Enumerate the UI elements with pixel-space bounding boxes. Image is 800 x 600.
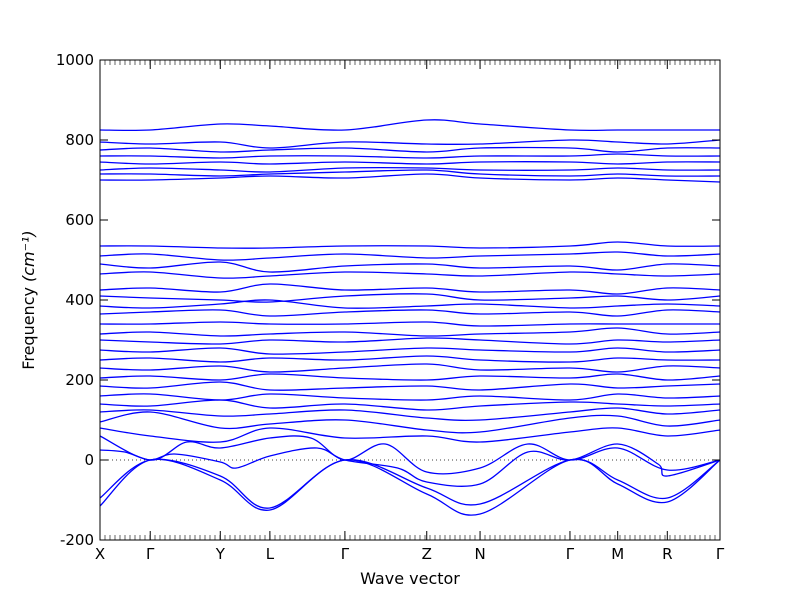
band-line-22: [99, 271, 721, 279]
series-group: [99, 119, 721, 516]
band-line-30: [99, 153, 721, 159]
band-line-8: [99, 399, 721, 411]
x-tick-label: Γ: [716, 545, 725, 563]
band-line-12: [99, 363, 721, 373]
band-line-19: [99, 299, 721, 309]
y-tick-label: 0: [84, 451, 94, 469]
minor-ticks: [99, 60, 721, 540]
band-line-21: [99, 283, 721, 295]
y-tick-label: 800: [65, 131, 94, 149]
band-line-28: [99, 166, 721, 173]
band-line-14: [99, 347, 721, 355]
x-tick-label: Γ: [146, 545, 155, 563]
band-line-33: [99, 119, 720, 132]
band-line-17: [99, 321, 720, 327]
x-tick-label: Γ: [566, 545, 575, 563]
band-line-18: [99, 309, 721, 317]
band-line-31: [99, 146, 721, 153]
band-line-25: [99, 241, 721, 249]
band-line-29: [99, 161, 721, 165]
plot-frame: [99, 59, 721, 541]
band-line-23: [99, 261, 721, 273]
band-line-32: [99, 139, 721, 149]
x-tick-label: Z: [422, 545, 432, 563]
band-line-16: [99, 327, 721, 337]
x-tick-label: Γ: [341, 545, 350, 563]
x-tick-label: X: [95, 545, 105, 563]
band-line-11: [99, 373, 721, 381]
band-line-4: [99, 435, 721, 475]
band-line-20: [99, 293, 721, 303]
band-line-2: [99, 458, 721, 509]
band-line-10: [99, 381, 721, 391]
band-line-9: [99, 393, 721, 401]
band-line-27: [99, 169, 721, 177]
band-line-15: [99, 337, 721, 345]
y-tick-label: 1000: [56, 51, 94, 69]
y-tick-label: -200: [60, 531, 94, 549]
band-line-6: [99, 411, 721, 434]
band-line-26: [99, 173, 721, 183]
y-tick-label: 400: [65, 291, 94, 309]
band-line-1: [99, 458, 721, 516]
y-tick-label: 200: [65, 371, 94, 389]
x-tick-label: L: [266, 545, 275, 563]
y-axis-label: Frequency (cm⁻¹): [19, 230, 38, 369]
y-axis-label-text: Frequency: [19, 287, 38, 370]
x-tick-label: N: [474, 545, 485, 563]
x-tick-label: R: [662, 545, 672, 563]
band-line-13: [99, 355, 721, 363]
x-tick-label: Y: [215, 545, 226, 563]
x-axis-label: Wave vector: [360, 569, 460, 588]
band-line-7: [99, 407, 721, 421]
y-axis-label-unit: (cm⁻¹): [19, 230, 38, 282]
band-line-5: [99, 427, 721, 443]
y-tick-label: 600: [65, 211, 94, 229]
x-tick-label: M: [611, 545, 624, 563]
band-line-3: [99, 443, 721, 487]
y-tick-group: -200 0 200 400 600 800 1000: [56, 51, 720, 549]
band-line-24: [99, 251, 721, 261]
